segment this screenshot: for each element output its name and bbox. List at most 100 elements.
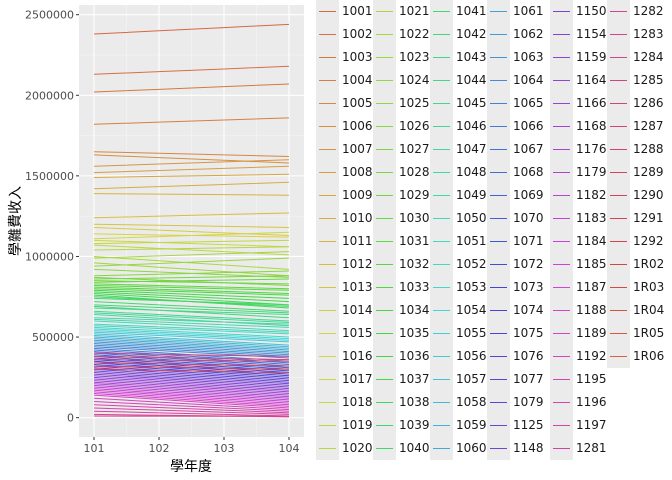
legend-label: 1281	[576, 441, 607, 455]
legend-key	[607, 0, 630, 23]
legend-key	[430, 391, 453, 414]
legend-key	[373, 161, 396, 184]
legend-line-swatch	[376, 149, 393, 150]
legend-line-swatch	[490, 57, 507, 58]
legend-label: 1061	[513, 4, 544, 18]
legend-key	[487, 115, 510, 138]
legend-label: 1008	[342, 165, 373, 179]
legend-key	[373, 0, 396, 23]
legend-key	[550, 391, 573, 414]
legend-label: 1054	[456, 303, 487, 317]
series-line-1064	[93, 344, 290, 357]
legend-line-swatch	[490, 287, 507, 288]
legend-line-swatch	[376, 11, 393, 12]
legend-label: 1025	[399, 96, 430, 110]
legend-label: 1074	[513, 303, 544, 317]
legend-label: 1055	[456, 326, 487, 340]
legend-key	[430, 299, 453, 322]
legend-key	[430, 437, 453, 460]
series-line-1057	[93, 333, 290, 346]
legend-key	[550, 322, 573, 345]
legend-line-swatch	[610, 172, 627, 173]
legend-label: 1063	[513, 50, 544, 64]
legend-key	[373, 115, 396, 138]
series-line-1024	[93, 257, 290, 267]
legend-key	[373, 391, 396, 414]
legend-line-swatch	[433, 379, 450, 380]
series-line-1056	[93, 331, 290, 343]
legend-key	[487, 207, 510, 230]
legend-line-swatch	[319, 333, 336, 334]
series-line-1176	[93, 381, 290, 396]
legend-line-swatch	[376, 195, 393, 196]
legend-line-swatch	[610, 57, 627, 58]
legend-key	[607, 138, 630, 161]
legend-key	[550, 299, 573, 322]
legend-line-swatch	[319, 218, 336, 219]
legend-line-swatch	[376, 402, 393, 403]
y-axis: 0 500000 1000000 1500000 2000000 2500000	[25, 9, 79, 425]
legend-label: 1013	[342, 280, 373, 294]
legend-line-swatch	[376, 103, 393, 104]
legend-key	[316, 46, 339, 69]
legend-key	[550, 276, 573, 299]
legend-label: 1026	[399, 119, 430, 133]
legend-key	[316, 207, 339, 230]
legend-key	[316, 23, 339, 46]
legend-line-swatch	[490, 126, 507, 127]
series-line-1189	[93, 394, 290, 409]
legend-line-swatch	[553, 264, 570, 265]
legend-label: 1187	[576, 280, 607, 294]
x-tick-label: 104	[279, 442, 300, 455]
legend-key	[316, 0, 339, 23]
legend-label: 1039	[399, 418, 430, 432]
series-line-1032	[93, 284, 290, 291]
series-line-1010	[93, 181, 290, 190]
legend-line-swatch	[319, 356, 336, 357]
series-line-1075	[93, 362, 290, 377]
series-line-1125	[93, 368, 290, 383]
legend-label: 1070	[513, 211, 544, 225]
legend-label: 1047	[456, 142, 487, 156]
legend-key	[373, 69, 396, 92]
legend-line-swatch	[553, 126, 570, 127]
legend-key	[373, 322, 396, 345]
series-line-1005	[93, 151, 290, 158]
legend-line-swatch	[553, 172, 570, 173]
legend-line-swatch	[376, 57, 393, 58]
legend-line-swatch	[376, 448, 393, 449]
series-line-1051	[93, 323, 290, 333]
legend-label: 1164	[576, 73, 607, 87]
legend-line-swatch	[319, 11, 336, 12]
legend-line-swatch	[610, 218, 627, 219]
legend-key	[316, 230, 339, 253]
legend-line-swatch	[553, 379, 570, 380]
legend-label: 1288	[633, 142, 664, 156]
series-line-1069	[93, 352, 290, 367]
series-line-1048	[93, 317, 290, 325]
legend-line-swatch	[376, 379, 393, 380]
legend-line-swatch	[553, 402, 570, 403]
series-line-1285	[93, 355, 290, 361]
legend-key	[373, 46, 396, 69]
legend-label: 1028	[399, 165, 430, 179]
legend-label: 1035	[399, 326, 430, 340]
series-line-1053	[93, 326, 290, 338]
series-line-1052	[93, 325, 290, 335]
legend-key	[430, 46, 453, 69]
legend-key	[487, 437, 510, 460]
legend-line-swatch	[610, 103, 627, 104]
legend-key	[607, 322, 630, 345]
series-line-1059	[93, 336, 290, 349]
legend-key	[550, 368, 573, 391]
legend-label: 1R06	[633, 349, 665, 363]
legend-line-swatch	[553, 34, 570, 35]
legend-key	[487, 368, 510, 391]
legend-line-swatch	[490, 172, 507, 173]
legend-label: 1037	[399, 372, 430, 386]
legend-key	[316, 437, 339, 460]
legend-label: 1284	[633, 50, 664, 64]
legend-label: 1029	[399, 188, 430, 202]
legend-key	[430, 322, 453, 345]
legend-label: 1182	[576, 188, 607, 202]
